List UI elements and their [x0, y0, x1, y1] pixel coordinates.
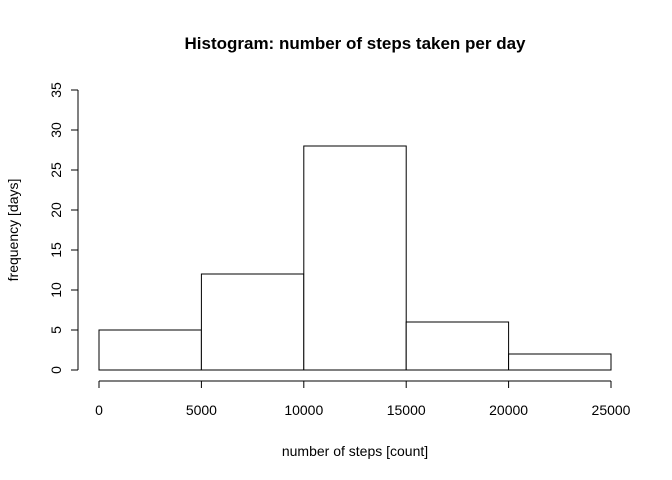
y-axis-label: frequency [days]	[5, 179, 21, 282]
histogram-bar	[98, 329, 202, 371]
x-tick-label: 25000	[592, 402, 631, 418]
histogram-bar	[405, 321, 510, 371]
y-tick-label: 15	[48, 242, 64, 258]
y-tick-label: 0	[48, 366, 64, 374]
histogram-bar	[200, 273, 305, 371]
x-tick-label: 5000	[186, 402, 217, 418]
x-axis: 0 5000 10000 15000 20000 25000	[95, 380, 631, 418]
chart-title: Histogram: number of steps taken per day	[184, 34, 526, 53]
histogram-bar	[303, 145, 407, 371]
y-axis: 0 5 10 15 20 25 30 35	[48, 82, 79, 374]
y-tick-label: 35	[48, 82, 64, 98]
x-tick-label: 20000	[489, 402, 528, 418]
y-tick-label: 25	[48, 162, 64, 178]
y-tick-label: 30	[48, 122, 64, 138]
x-axis-label: number of steps [count]	[282, 443, 428, 459]
histogram-bar	[508, 353, 612, 371]
y-tick-label: 5	[48, 326, 64, 334]
bars-group	[98, 145, 612, 371]
x-tick-label: 15000	[387, 402, 426, 418]
x-tick-label: 10000	[284, 402, 323, 418]
y-tick-label: 20	[48, 202, 64, 218]
y-tick-label: 10	[48, 282, 64, 298]
x-tick-label: 0	[95, 402, 103, 418]
